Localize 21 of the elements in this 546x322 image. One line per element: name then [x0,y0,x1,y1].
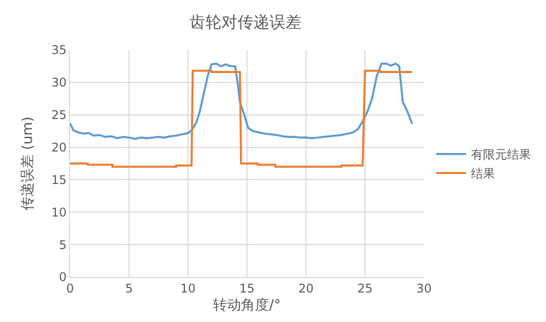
y-tick-label: 20 [51,140,67,154]
y-tick-label: 10 [51,205,67,220]
line-series [70,62,414,140]
y-tick-label: 5 [58,238,67,252]
y-tick-label: 15 [51,172,67,187]
legend-label: 结果 [471,166,496,181]
x-tick-label: 20 [298,281,314,296]
legend-label: 有限元结果 [471,148,532,162]
y-axis-title: 传递误差 (um) [20,116,36,210]
x-tick-label: 15 [239,281,255,296]
y-tick-label: 0 [58,270,67,284]
x-axis-title: 转动角度/° [213,298,281,314]
x-tick-label: 25 [357,281,373,296]
x-tick-label: 5 [125,281,133,296]
x-tick-label: 30 [416,281,432,296]
chart-title: 齿轮对传递误差 [190,12,302,32]
y-tick-label: 35 [51,43,67,58]
y-tick-label: 30 [51,76,67,90]
line-series [70,70,414,168]
y-tick-label: 25 [51,108,67,122]
x-tick-label: 10 [180,281,196,296]
